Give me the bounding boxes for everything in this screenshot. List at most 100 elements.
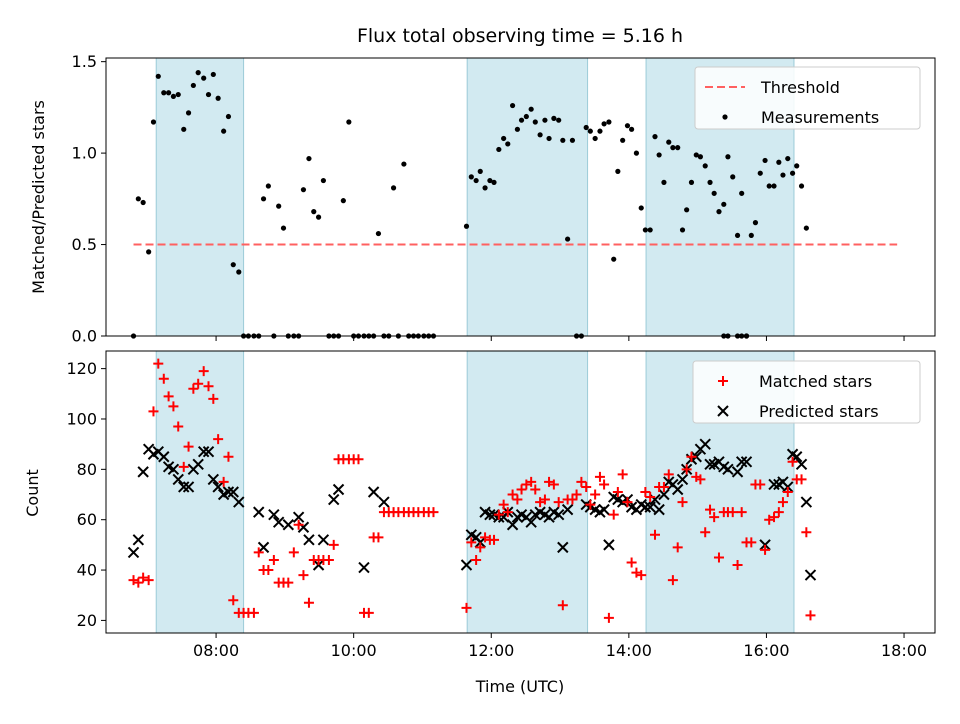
measurement-point [185, 110, 192, 116]
matched-star-point [603, 612, 614, 623]
matched-star-point [658, 481, 669, 492]
predicted-star-point [207, 473, 220, 486]
matched-star-point [622, 497, 633, 508]
legend-predicted-swatch [717, 405, 729, 417]
bottom-panel: 20 40 60 80 100 120 08:00 10:00 12:00 14:00 16:00 1… [66, 350, 936, 660]
predicted-star-point [506, 519, 519, 531]
matched-star-point [328, 539, 339, 550]
matched-star-point [173, 421, 184, 432]
top-ylabel: Matched/Predicted stars [29, 100, 48, 294]
measurement-point [629, 126, 635, 132]
matched-star-point [617, 469, 628, 480]
x-tick-label: 12:00 [468, 641, 514, 660]
predicted-star-point [358, 561, 370, 574]
predicted-star-point [378, 496, 390, 508]
legend-label: Predicted stars [759, 402, 879, 421]
chart-title: Flux total observing time = 5.16 h [357, 25, 683, 47]
matched-star-point [193, 378, 204, 389]
legend-label: Threshold [760, 78, 840, 97]
measurement-point [320, 177, 326, 184]
measurement-point [766, 183, 772, 189]
matched-star-point [769, 512, 780, 523]
matched-star-point [755, 479, 766, 490]
y-tick-label: 80 [77, 460, 97, 479]
matched-star-point [489, 534, 500, 545]
measurement-point [135, 196, 141, 202]
matched-star-point [353, 454, 364, 465]
bottom-ylabel: Count [23, 469, 42, 517]
predicted-star-point [137, 466, 149, 478]
predicted-star-point [222, 486, 235, 498]
measurement-point [638, 205, 644, 211]
y-tick-label: 1.0 [72, 144, 97, 163]
matched-star-point [153, 358, 164, 369]
predicted-star-point [474, 536, 486, 549]
y-tick-label: 60 [77, 510, 97, 529]
predicted-star-point [699, 438, 711, 450]
matched-star-point [502, 507, 513, 518]
measurement-point [487, 177, 493, 184]
measurement-point [688, 179, 695, 185]
matched-star-point [461, 602, 472, 613]
matched-star-point [539, 494, 550, 505]
y-tick-label: 1.5 [72, 52, 97, 71]
predicted-star-point [603, 539, 615, 551]
measurement-point [146, 249, 152, 255]
measurement-point [390, 185, 397, 191]
matched-star-point [198, 366, 209, 377]
measurement-point [620, 137, 626, 143]
measurement-point [518, 117, 525, 123]
predicted-star-point [782, 481, 794, 493]
measurement-point [592, 135, 598, 142]
matched-star-point [213, 434, 224, 445]
matched-star-point [493, 509, 504, 520]
matched-star-point [253, 547, 264, 558]
measurement-point [346, 119, 352, 125]
measurement-point [221, 128, 227, 134]
measurement-point [401, 161, 407, 167]
matched-star-point [732, 560, 743, 571]
matched-star-point [530, 484, 541, 495]
matched-star-point [667, 575, 678, 586]
predicted-star-point [653, 503, 665, 516]
x-tick-label: 14:00 [606, 641, 652, 660]
legend: Threshold Measurements [694, 66, 921, 130]
predicted-star-point [192, 458, 204, 471]
matched-star-point [557, 600, 568, 611]
y-tick-label: 0.5 [72, 235, 97, 254]
predicted-star-point [272, 516, 285, 528]
measurement-point [280, 225, 287, 231]
shaded-interval [155, 57, 245, 337]
measurement-point [647, 227, 653, 233]
matched-star-point [158, 373, 169, 384]
measurement-point [633, 150, 640, 156]
predicted-star-point [292, 511, 305, 523]
matched-star-point [777, 497, 788, 508]
x-tick-label: 16:00 [743, 641, 789, 660]
measurement-point [215, 95, 221, 101]
measurement-point [771, 183, 777, 189]
matched-star-point [168, 401, 179, 412]
matched-star-point [178, 461, 189, 472]
matched-star-point [709, 512, 720, 523]
measurement-point [375, 230, 382, 237]
measurement-point [315, 214, 322, 220]
measurement-point [752, 220, 759, 226]
predicted-star-point [202, 446, 215, 458]
matched-star-point [677, 497, 688, 508]
measurement-point [225, 113, 232, 120]
y-tick-label: 120 [66, 359, 97, 378]
measurement-point [551, 115, 557, 121]
measurement-point [739, 190, 745, 196]
matched-star-point [373, 532, 384, 543]
predicted-star-point [676, 473, 689, 486]
predicted-star-point [644, 501, 656, 513]
measurement-point [477, 168, 483, 174]
matched-star-point [705, 504, 716, 515]
measurement-point [300, 187, 307, 193]
matched-star-point [727, 507, 738, 518]
measurement-point [491, 179, 497, 185]
predicted-star-point [671, 483, 684, 496]
legend-box [692, 360, 921, 424]
axes-frame [105, 57, 936, 337]
